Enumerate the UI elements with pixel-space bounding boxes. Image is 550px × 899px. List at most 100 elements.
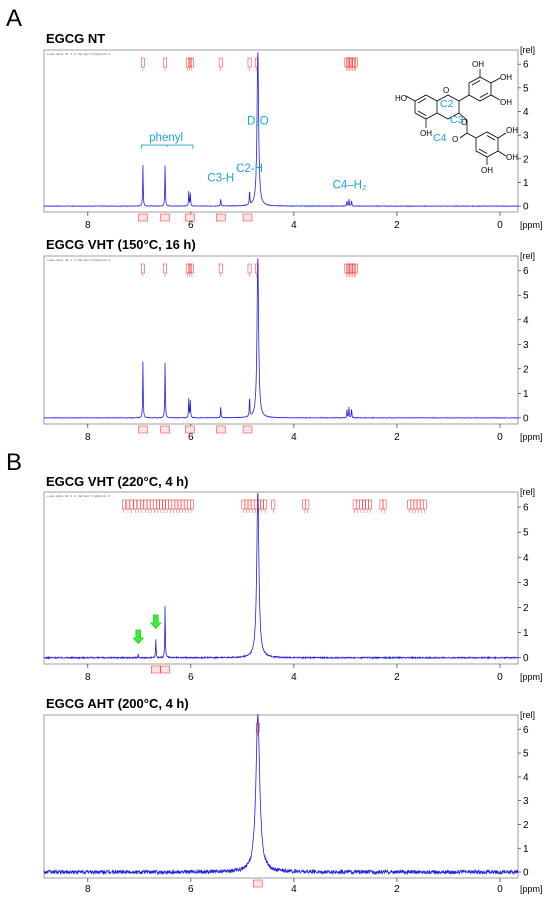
peak-label: [136, 499, 141, 510]
y-tick-label: 0: [523, 202, 529, 213]
y-tick-label: 0: [523, 413, 529, 424]
peak-label: [382, 499, 387, 510]
x-tick-label: 8: [85, 432, 91, 443]
spectrum-header-text: exam-data 42 1 C:\Bruker\TopSpin1.3: [47, 494, 110, 498]
integral-marker: [242, 213, 253, 222]
annotation-phenyl: phenyl: [149, 132, 183, 144]
mol-o: O: [461, 118, 467, 127]
peak-label: [187, 57, 192, 68]
mol-ho: HO: [395, 94, 407, 103]
spectrum-panel-1: EGCG NT exam-data 37 1 C:\Bruker\TopSpin1…: [43, 31, 543, 231]
peak-label: [218, 263, 223, 274]
peak-label: [162, 499, 166, 510]
panel-letter-a: A: [6, 5, 22, 32]
spectrum-panel-2: EGCG VHT (150°C, 16 h) exam-data 38 1 C:\…: [43, 237, 543, 443]
integral-marker: [160, 213, 170, 222]
x-tick-label: 0: [497, 672, 503, 683]
spectrum-trace: [43, 492, 519, 660]
y-tick-label: 4: [523, 772, 529, 783]
mol-oh: OH: [481, 166, 493, 175]
y-tick-label: 0: [523, 868, 529, 879]
integral-marker: [215, 213, 226, 222]
mol-label-c2: C2: [440, 98, 454, 110]
peak-label: [163, 57, 167, 68]
spectrum-panel-3: EGCG VHT (220°C, 4 h) exam-data 42 1 C:\B…: [43, 474, 543, 683]
y-tick-label: 3: [523, 796, 529, 807]
peak-label: [362, 499, 366, 510]
green-arrow-icon: [132, 629, 145, 645]
peak-label: [156, 499, 160, 510]
x-unit-label: [ppm]: [520, 672, 543, 682]
integral-marker: [138, 213, 148, 222]
peak-label: [149, 499, 154, 510]
spectrum-panel-4: EGCG AHT (200°C, 4 h) 0 1 2 3 4 5 6 [rel] 8 6 4 2 0 [p…: [43, 696, 543, 895]
peak-label: [141, 57, 145, 68]
peak-label: [359, 499, 363, 510]
peak-label: [422, 499, 427, 510]
y-tick-label: 6: [523, 725, 529, 736]
x-tick-label: 2: [394, 672, 400, 683]
x-tick-label: 8: [85, 884, 91, 895]
spectrum-trace: [43, 258, 519, 419]
mol-oh: OH: [420, 129, 432, 138]
y-tick-label: 6: [523, 60, 529, 71]
peak-label: [190, 499, 194, 510]
peak-label: [247, 263, 252, 274]
spectrum-title: EGCG VHT (150°C, 16 h): [46, 237, 196, 252]
peak-label: [152, 499, 157, 510]
peak-label: [171, 499, 176, 510]
mol-oh: OH: [506, 126, 518, 135]
peak-label: [143, 499, 148, 510]
integral-marker: [253, 879, 263, 888]
peak-label: [180, 499, 185, 510]
mol-oh: OH: [500, 73, 512, 82]
x-tick-label: 8: [85, 220, 91, 231]
y-unit-label: [rel]: [520, 45, 535, 55]
peak-label: [302, 499, 307, 510]
peak-label: [419, 499, 424, 510]
peak-label: [263, 499, 267, 510]
mol-label-c4: C4: [433, 132, 447, 144]
peak-label: [122, 499, 126, 510]
y-tick-label: 3: [523, 578, 529, 589]
spectrum-header-text: exam-data 37 1 C:\Bruker\TopSpin1.3: [47, 52, 110, 56]
y-tick-label: 5: [523, 291, 529, 302]
panel-letter-b: B: [6, 449, 22, 476]
annotation-c4h2: C4–H₂: [333, 179, 367, 191]
spectrum-title: EGCG VHT (220°C, 4 h): [46, 474, 188, 489]
annotation-c3h: C3-H: [207, 172, 234, 184]
y-tick-label: 4: [523, 315, 529, 326]
y-tick-label: 2: [523, 154, 529, 165]
peak-label: [174, 499, 179, 510]
peak-label: [186, 499, 191, 510]
y-unit-label: [rel]: [520, 710, 535, 720]
peak-label: [190, 263, 194, 274]
peak-label: [250, 499, 255, 510]
peak-label: [146, 499, 151, 510]
plot-frame: [43, 49, 519, 213]
peak-label: [305, 499, 310, 510]
y-tick-label: 3: [523, 131, 529, 142]
peak-label: [352, 499, 357, 510]
annotation-d2o: D₂O: [247, 115, 269, 127]
x-unit-label: [ppm]: [520, 432, 543, 442]
peak-label: [165, 499, 169, 510]
peak-label: [129, 499, 134, 510]
spectrum-trace: [43, 713, 519, 876]
peak-label: [133, 499, 138, 510]
y-tick-label: 2: [523, 364, 529, 375]
x-tick-label: 0: [497, 432, 503, 443]
integral-marker: [215, 425, 226, 434]
x-tick-label: 0: [497, 220, 503, 231]
x-tick-label: 6: [188, 432, 194, 443]
peak-label: [413, 499, 418, 510]
integral-marker: [185, 213, 195, 222]
y-tick-label: 5: [523, 749, 529, 760]
peak-label: [260, 499, 264, 510]
plot-frame: [43, 714, 519, 879]
mol-o: O: [443, 86, 449, 95]
integral-marker: [242, 425, 253, 434]
peak-label: [159, 499, 163, 510]
spectrum-trace: [43, 52, 519, 207]
